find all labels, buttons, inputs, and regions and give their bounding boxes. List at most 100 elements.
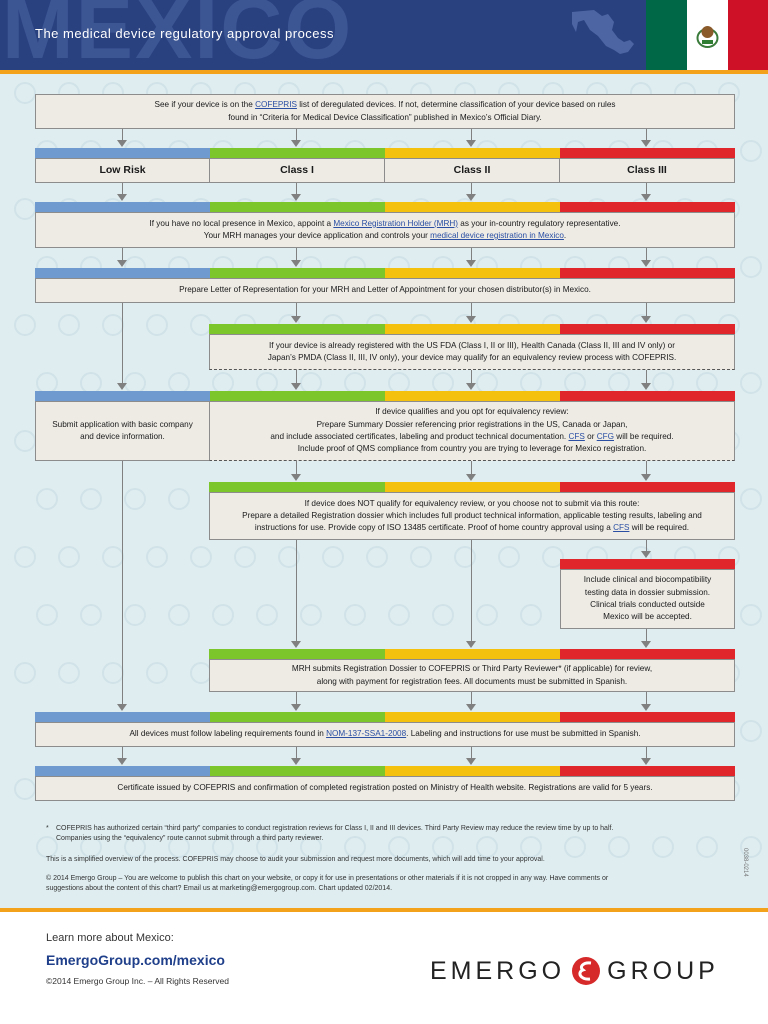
cofepris-link[interactable]: COFEPRIS (255, 100, 297, 110)
watermark-mark (14, 430, 36, 452)
step7-line3: instructions for use. Provide copy of IS… (254, 523, 614, 533)
learn-more-label: Learn more about Mexico: (46, 932, 174, 944)
nom-link[interactable]: NOM-137-SSA1-2008 (326, 729, 407, 739)
mrh-link[interactable]: Mexico Registration Holder (MRH) (333, 218, 459, 228)
cfs-link-2[interactable]: CFS (613, 523, 630, 533)
step-low-risk-submit: Submit application with basic company an… (35, 401, 210, 461)
watermark-mark (432, 836, 454, 858)
watermark-mark (124, 836, 146, 858)
step7-line1: If device does NOT qualify for equivalen… (304, 498, 640, 508)
step10-text-end: . Labeling and instructions for use must… (406, 729, 641, 739)
step-submit-dossier: MRH submits Registration Dossier to COFE… (209, 659, 735, 692)
footnote3-line1: © 2014 Emergo Group – You are welcome to… (46, 875, 609, 882)
watermark-mark (124, 488, 146, 510)
step8-line4: Mexico will be accepted. (603, 612, 692, 622)
step-appoint-mrh: If you have no local presence in Mexico,… (35, 212, 735, 248)
watermark-mark (740, 604, 762, 626)
step3-line2: Your MRH manages your device application… (203, 231, 431, 240)
footnote1-line1: COFEPRIS has authorized certain “third p… (56, 825, 614, 832)
low-risk-line2: and device information. (80, 432, 165, 441)
footnote3-line2: suggestions about the content of this ch… (46, 885, 393, 893)
watermark-mark (14, 198, 36, 220)
emergo-logo: EMERGO GROUP (430, 956, 719, 986)
watermark-mark (564, 836, 586, 858)
cfs-link[interactable]: CFS (568, 432, 585, 441)
watermark-mark (14, 662, 36, 684)
watermark-mark (58, 546, 80, 568)
step1-line2: found in “Criteria for Medical Device Cl… (228, 112, 542, 122)
chart-code: 0038-0214 (742, 848, 748, 877)
page-title: The medical device regulatory approval p… (35, 26, 335, 41)
step-full-dossier: If device does NOT qualify for equivalen… (209, 492, 735, 540)
step9-line1: MRH submits Registration Dossier to COFE… (291, 664, 653, 674)
copyright-text: ©2014 Emergo Group Inc. – All Rights Res… (46, 976, 229, 986)
watermark-mark (234, 546, 256, 568)
step6-line2: Prepare Summary Dossier referencing prio… (316, 419, 628, 429)
watermark-mark (344, 836, 366, 858)
color-bar-labeling (35, 712, 735, 722)
color-bar-equivalency (209, 324, 735, 334)
risk-class-3: Class III (559, 158, 735, 183)
step1-text: See if your device is on the (154, 100, 256, 110)
watermark-mark (80, 836, 102, 858)
watermark-mark (168, 488, 190, 510)
risk-low: Low Risk (35, 158, 210, 183)
watermark-mark (322, 546, 344, 568)
step11-text: Certificate issued by COFEPRIS and confi… (117, 783, 653, 793)
step-certificate: Certificate issued by COFEPRIS and confi… (35, 776, 735, 801)
watermark-mark (344, 604, 366, 626)
footnote1-line2: Companies using the “equivalency” route … (56, 835, 324, 843)
logo-word-group: GROUP (607, 956, 719, 985)
watermark-mark (498, 546, 520, 568)
watermark-mark (652, 836, 674, 858)
step7-line3-end: will be required. (629, 523, 690, 533)
watermark-mark (740, 372, 762, 394)
step8-line1: Include clinical and biocompatibility (583, 575, 712, 585)
watermark-mark (80, 488, 102, 510)
watermark-mark (14, 778, 36, 800)
watermark-mark (300, 604, 322, 626)
mexico-map-icon (572, 10, 634, 54)
step8-line2: testing data in dossier submission. (584, 587, 711, 597)
step1-text-end: list of deregulated devices. If not, det… (296, 100, 616, 110)
watermark-mark (190, 546, 212, 568)
step3-line2-end: . (563, 231, 567, 240)
watermark-mark (168, 604, 190, 626)
watermark-mark (454, 546, 476, 568)
watermark-mark (80, 604, 102, 626)
watermark-mark (14, 314, 36, 336)
watermark-mark (14, 546, 36, 568)
watermark-mark (212, 604, 234, 626)
watermark-mark (410, 546, 432, 568)
step5-line2: Japan’s PMDA (Class II, III, IV only), y… (267, 353, 677, 362)
step4-text: Prepare Letter of Representation for you… (179, 285, 591, 295)
registration-link[interactable]: medical device registration in Mexico (430, 231, 564, 240)
step9-line2: along with payment for registration fees… (316, 676, 628, 686)
watermark-mark (476, 836, 498, 858)
step6-line4: Include proof of QMS compliance from cou… (297, 444, 647, 454)
color-bar-full-dossier (209, 482, 735, 492)
watermark-mark (432, 604, 454, 626)
watermark-mark (696, 836, 718, 858)
watermark-mark (102, 546, 124, 568)
footnote-third-party: * COFEPRIS has authorized certain “third… (46, 824, 716, 844)
step6-line3-end: will be required. (614, 432, 674, 441)
watermark-mark (300, 836, 322, 858)
color-bar-certificate (35, 766, 735, 776)
watermark-mark (388, 604, 410, 626)
color-bar-submit-dossier (209, 649, 735, 659)
step3-text: If you have no local presence in Mexico,… (149, 218, 334, 228)
watermark-mark (256, 604, 278, 626)
low-risk-line1: Submit application with basic company (52, 419, 193, 429)
watermark-mark (366, 546, 388, 568)
step6-line3-or: or (584, 432, 597, 441)
logo-word-emergo: EMERGO (430, 956, 566, 985)
website-link[interactable]: EmergoGroup.com/mexico (46, 952, 225, 968)
cfg-link[interactable]: CFG (596, 432, 614, 441)
watermark-mark (102, 662, 124, 684)
color-bar-clinical (560, 559, 735, 569)
risk-class-1: Class I (209, 158, 385, 183)
step5-line1: If your device is already registered wit… (269, 340, 675, 350)
watermark-mark (58, 314, 80, 336)
